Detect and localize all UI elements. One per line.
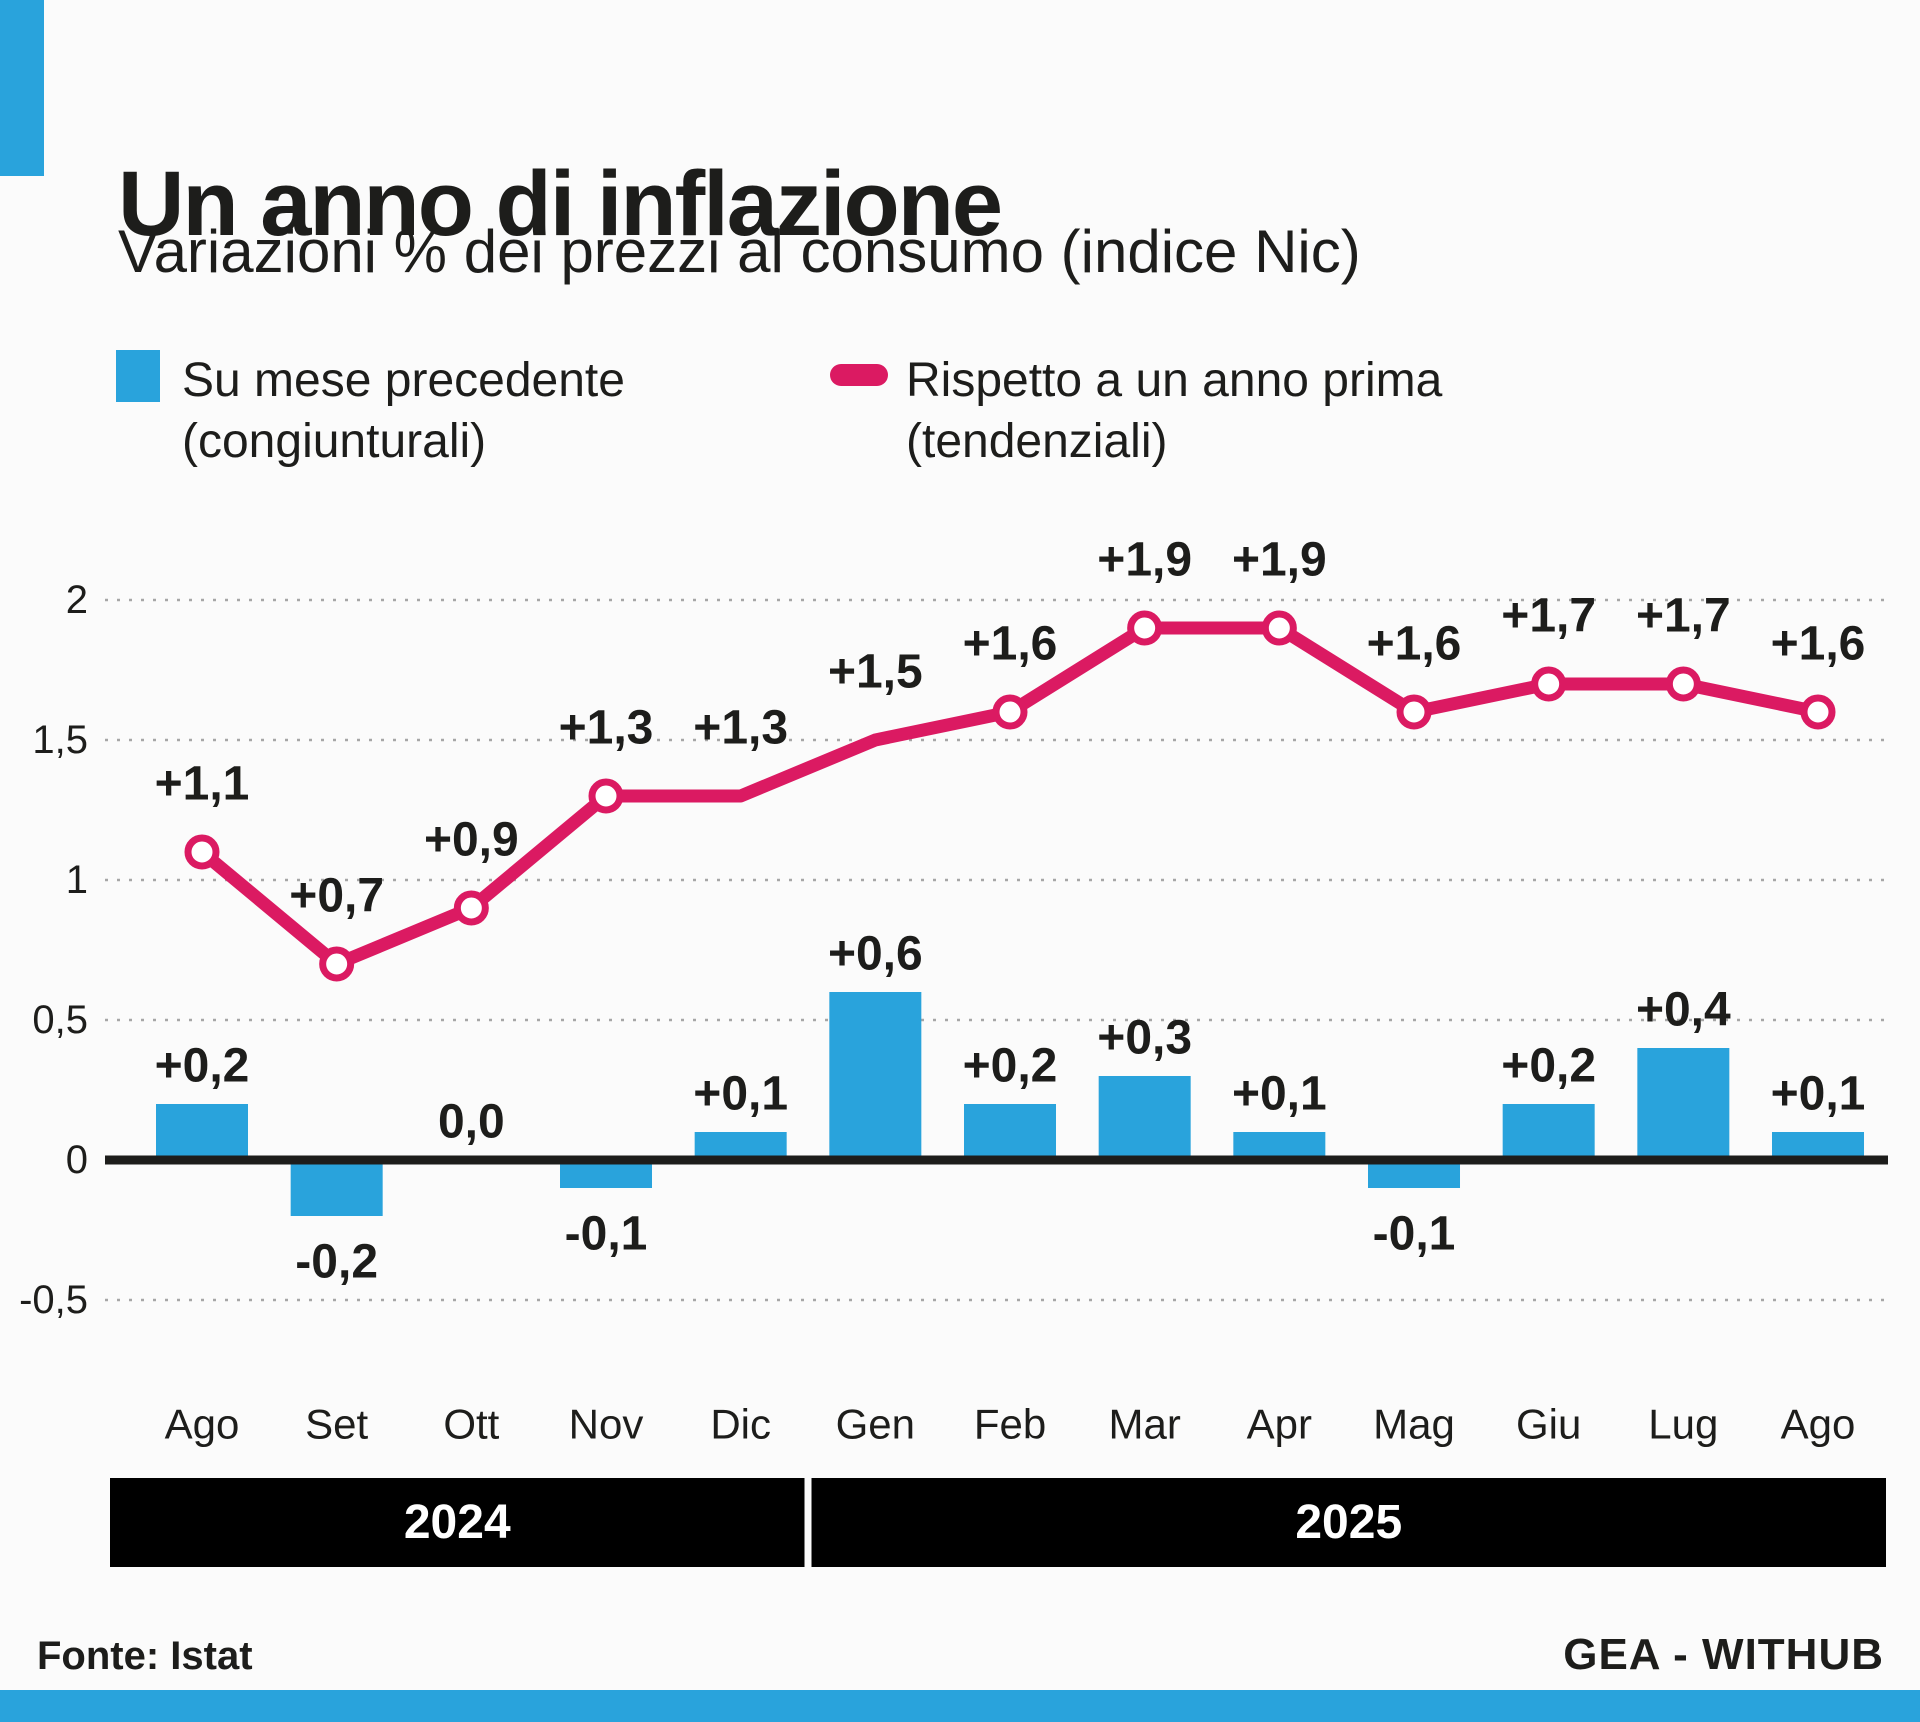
legend-line-label-line2: (tendenziali) (906, 415, 1168, 469)
bottom-accent-strip (0, 1690, 1920, 1722)
bar-mag (1368, 1160, 1461, 1188)
line-value-label: +1,6 (1367, 618, 1462, 671)
bar-value-label: -0,1 (1373, 1208, 1456, 1261)
line-value-label: +1,3 (693, 702, 788, 755)
bar-value-label: +0,1 (1232, 1068, 1327, 1121)
credit-note: GEA - WITHUB (1563, 1630, 1884, 1679)
bar-value-label: -0,2 (295, 1236, 378, 1289)
bar-ago (156, 1104, 248, 1160)
x-axis-label-month: Apr (1247, 1401, 1312, 1448)
y-axis-tick-label: 0,5 (32, 998, 88, 1042)
line-marker-ago (1800, 694, 1836, 730)
bar-series-swatch-icon (116, 350, 160, 402)
line-value-label: +1,1 (155, 758, 250, 811)
legend-line-label: Rispetto a un anno prima (tendenziali) (906, 350, 1442, 473)
line-value-label: +1,3 (559, 702, 654, 755)
bar-value-label: -0,1 (565, 1208, 648, 1261)
bar-value-label: +0,1 (1771, 1068, 1866, 1121)
bar-lug (1637, 1048, 1730, 1160)
x-axis-label-month: Mag (1373, 1401, 1455, 1448)
legend-item-line-series: Rispetto a un anno prima (tendenziali) (830, 350, 1442, 473)
legend-line-label-line1: Rispetto a un anno prima (906, 354, 1443, 407)
bar-feb (964, 1104, 1057, 1160)
bar-set (290, 1160, 383, 1216)
year-band-2024 (110, 1478, 805, 1567)
bar-value-label: +0,1 (693, 1068, 788, 1121)
legend-bar-label-line2: (congiunturali) (182, 415, 487, 469)
x-axis-label-month: Ago (1781, 1401, 1856, 1448)
bar-value-label: +0,2 (1501, 1040, 1596, 1093)
bar-mar (1098, 1076, 1191, 1160)
legend-bar-label: Su mese precedente (congiunturali) (182, 350, 625, 473)
line-marker-mar (1127, 610, 1163, 646)
year-band-label-2024: 2024 (404, 1496, 511, 1549)
line-value-label: +1,6 (1771, 618, 1866, 671)
x-axis-label-month: Giu (1516, 1401, 1581, 1448)
x-axis-label-month: Ott (443, 1401, 499, 1448)
legend-bar-label-line1: Su mese precedente (182, 354, 625, 407)
x-axis-label-month: Mar (1108, 1401, 1180, 1448)
line-marker-lug (1665, 666, 1701, 702)
legend-item-bar-series: Su mese precedente (congiunturali) (116, 350, 625, 473)
line-value-label: +0,7 (289, 870, 384, 923)
x-axis-label-month: Feb (974, 1401, 1046, 1448)
line-marker-apr (1261, 610, 1297, 646)
bar-value-label: +0,3 (1097, 1012, 1192, 1065)
line-value-label: +1,9 (1232, 534, 1327, 587)
bar-value-label: +0,4 (1636, 984, 1731, 1037)
x-axis-label-month: Dic (710, 1401, 771, 1448)
line-marker-giu (1531, 666, 1567, 702)
y-axis-tick-label: 1,5 (32, 718, 88, 762)
y-axis-tick-label: -0,5 (19, 1278, 88, 1322)
bar-value-label: 0,0 (438, 1096, 505, 1149)
x-axis-label-month: Set (305, 1401, 368, 1448)
line-marker-ago (184, 834, 220, 870)
line-value-label: +1,5 (828, 646, 923, 699)
line-value-label: +1,7 (1636, 590, 1731, 643)
line-value-label: +1,6 (963, 618, 1058, 671)
line-marker-mag (1396, 694, 1432, 730)
line-value-label: +1,9 (1097, 534, 1192, 587)
x-axis-label-month: Ago (165, 1401, 240, 1448)
bar-giu (1502, 1104, 1595, 1160)
bar-value-label: +0,6 (828, 928, 923, 981)
page-title: Un anno di inflazione (118, 152, 1003, 255)
x-axis-label-month: Lug (1648, 1401, 1718, 1448)
y-axis-tick-label: 0 (66, 1138, 88, 1182)
bar-ago (1772, 1132, 1865, 1160)
line-series-dash-icon (830, 364, 888, 386)
bar-dic (694, 1132, 787, 1160)
y-axis-tick-label: 2 (66, 578, 88, 622)
line-marker-nov (588, 778, 624, 814)
bar-value-label: +0,2 (963, 1040, 1058, 1093)
line-value-label: +1,7 (1501, 590, 1596, 643)
bar-value-label: +0,2 (155, 1040, 250, 1093)
trend-line (195, 621, 1825, 971)
accent-corner-bar (0, 0, 44, 176)
line-value-label: +0,9 (424, 814, 519, 867)
line-marker-feb (992, 694, 1028, 730)
x-axis-label-month: Nov (569, 1401, 644, 1448)
year-band-2025 (811, 1478, 1887, 1567)
bar-gen (829, 992, 922, 1160)
year-band-label-2025: 2025 (1295, 1496, 1402, 1549)
page-subtitle: Variazioni % dei prezzi al consumo (indi… (118, 218, 1361, 285)
y-axis-tick-label: 1 (66, 858, 88, 902)
bar-apr (1233, 1132, 1326, 1160)
line-marker-ott (453, 890, 489, 926)
x-axis-label-month: Gen (836, 1401, 915, 1448)
bar-nov (560, 1160, 653, 1188)
source-note: Fonte: Istat (37, 1634, 253, 1678)
line-marker-set (319, 946, 355, 982)
